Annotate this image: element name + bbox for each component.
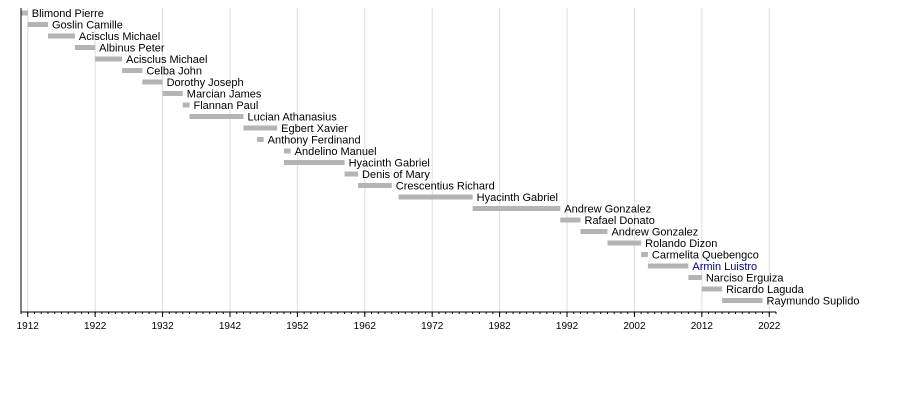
x-tick-label: 1912 xyxy=(17,321,40,332)
timeline-bar xyxy=(607,240,642,246)
timeline-bar xyxy=(283,160,345,165)
x-tick-label: 1982 xyxy=(488,321,511,332)
bar-label: Andelino Manuel xyxy=(295,146,377,158)
x-tick-label: 1932 xyxy=(151,321,174,332)
timeline-bar xyxy=(74,45,96,50)
x-tick-label: 1942 xyxy=(219,321,242,332)
bar-label: Dorothy Joseph xyxy=(167,77,244,89)
timeline-bar xyxy=(283,148,291,154)
x-tick-label: 1962 xyxy=(354,321,377,332)
bar-label: Anthony Ferdinand xyxy=(268,135,361,147)
x-tick-label: 2002 xyxy=(623,321,646,332)
bar-label: Celba John xyxy=(146,66,202,78)
timeline-bar xyxy=(162,91,183,96)
bar-label: Acisclus Michael xyxy=(79,31,160,43)
bar-label: Rafael Donato xyxy=(585,215,655,227)
timeline-bar xyxy=(722,298,763,303)
x-tick-label: 1972 xyxy=(421,321,444,332)
timeline-bar xyxy=(189,114,244,119)
bar-label: Denis of Mary xyxy=(362,169,430,181)
timeline-bar xyxy=(182,102,190,108)
timeline-bar xyxy=(256,137,264,142)
timeline-bar xyxy=(688,275,702,280)
bar-label: Blimond Pierre xyxy=(32,8,104,20)
timeline-bar xyxy=(560,217,581,223)
timeline-bar xyxy=(641,252,648,257)
timeline-bar xyxy=(358,183,392,188)
timeline-bar xyxy=(47,33,75,39)
timeline-bar xyxy=(243,125,278,131)
bar-label: Andrew Gonzalez xyxy=(611,227,698,239)
timeline-bar xyxy=(95,56,123,62)
bar-label: Ricardo Laguda xyxy=(726,284,805,296)
bar-label: Albinus Peter xyxy=(99,43,165,55)
x-tick-label: 2022 xyxy=(758,321,781,332)
bar-label: Goslin Camille xyxy=(52,20,123,32)
timeline-bar xyxy=(27,22,48,27)
bar-label: Raymundo Suplido xyxy=(767,296,860,308)
x-tick-label: 1922 xyxy=(84,321,107,332)
axis-layer: 1912 1922 1932 1942 1952 1962 1972 1982 1992 2002… xyxy=(17,8,781,332)
bar-label: Hyacinth Gabriel xyxy=(477,192,558,204)
timeline-bar xyxy=(398,194,473,200)
bar-label: Narciso Erguiza xyxy=(706,273,785,285)
bar-label: Armin Luistro xyxy=(692,261,757,273)
bar-label: Flannan Paul xyxy=(194,100,259,112)
bar-label: Carmelita Quebengco xyxy=(652,250,759,262)
timeline-bar xyxy=(647,263,689,269)
timeline-bar xyxy=(472,206,561,211)
timeline-bar xyxy=(122,68,143,73)
x-tick-label: 2012 xyxy=(691,321,714,332)
timeline-bar xyxy=(580,229,608,234)
timeline-bar xyxy=(142,79,163,85)
x-tick-label: 1952 xyxy=(286,321,309,332)
bar-label: Hyacinth Gabriel xyxy=(349,158,430,170)
bar-label: Crescentius Richard xyxy=(396,181,495,193)
timeline-bar xyxy=(344,171,359,177)
bar-label: Lucian Athanasius xyxy=(247,112,337,124)
bar-label: Andrew Gonzalez xyxy=(564,204,651,216)
bar-layer xyxy=(21,10,763,303)
bar-label: Marcian James xyxy=(187,89,262,101)
timeline-bar xyxy=(701,286,723,292)
x-tick-label: 1992 xyxy=(556,321,579,332)
timeline-bar xyxy=(21,10,28,16)
bar-label: Acisclus Michael xyxy=(126,54,207,66)
bar-label: Rolando Dizon xyxy=(645,238,717,250)
bar-label: Egbert Xavier xyxy=(281,123,348,135)
